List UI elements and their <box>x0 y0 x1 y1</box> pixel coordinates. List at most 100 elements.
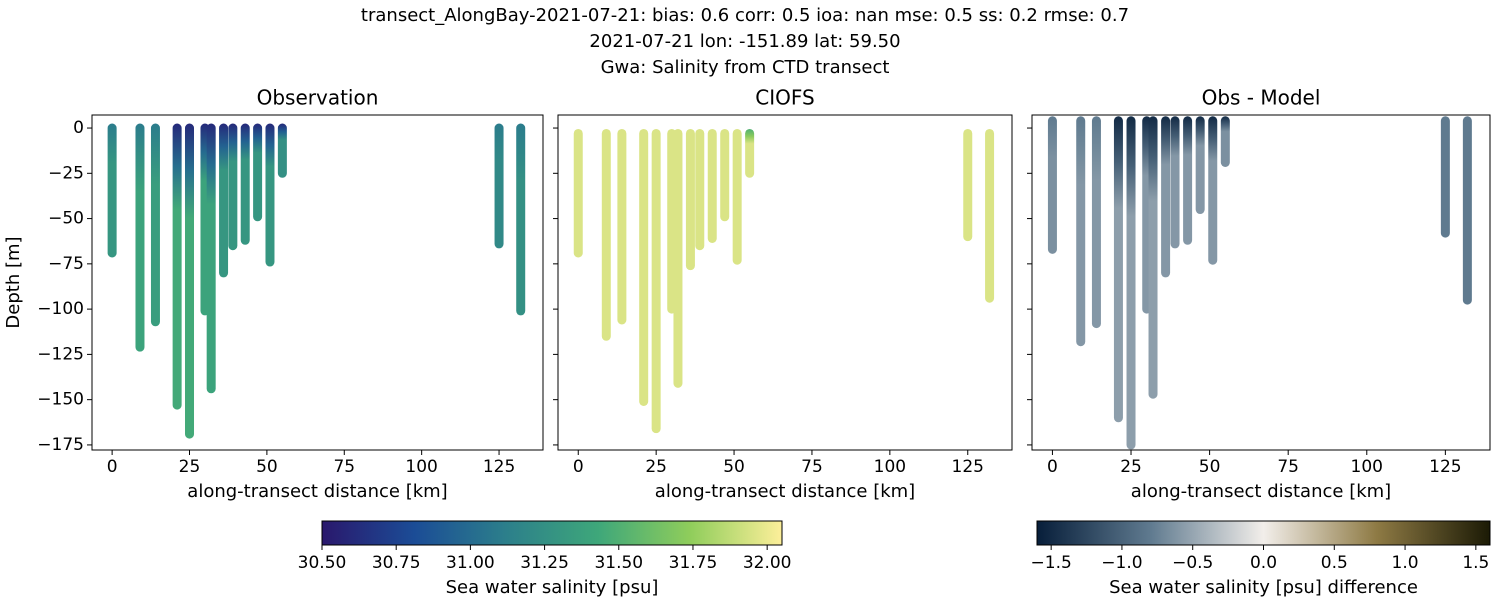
cast <box>695 128 705 251</box>
cast <box>107 123 117 258</box>
colorbar-tick-label: 32.00 <box>743 553 792 573</box>
colorbar-tick-label: 30.75 <box>372 553 421 573</box>
x-tick-label: 25 <box>179 457 201 477</box>
x-tick-label: 100 <box>1351 457 1383 477</box>
suptitle: Gwa: Salinity from CTD transect <box>601 57 890 78</box>
panel-title: Obs - Model <box>1202 86 1321 110</box>
cast <box>985 128 995 303</box>
colorbar-tick-label: 31.75 <box>669 553 718 573</box>
axes-frame <box>557 114 1013 451</box>
x-tick-label: 100 <box>405 457 437 477</box>
cast <box>745 128 755 178</box>
cast <box>1208 116 1218 265</box>
colorbar-tick-label: 1.0 <box>1392 553 1419 573</box>
cast <box>219 123 229 278</box>
x-tick-label: 25 <box>645 457 667 477</box>
colorbar-tick-label: 30.50 <box>298 553 347 573</box>
cast <box>720 128 730 222</box>
x-tick-label: 50 <box>1199 457 1221 477</box>
cast <box>240 123 250 245</box>
colorbar-tick-label: 0.0 <box>1250 553 1277 573</box>
colorbar-tick-label: 1.5 <box>1462 553 1489 573</box>
cast <box>963 128 973 242</box>
x-tick-label: 75 <box>333 457 355 477</box>
y-tick-label: −125 <box>37 344 84 364</box>
cast <box>185 123 195 439</box>
colorbar-label: Sea water salinity [psu] difference <box>1109 577 1418 598</box>
y-tick-label: −75 <box>48 254 84 274</box>
cast <box>265 123 275 267</box>
cast <box>1091 116 1101 329</box>
x-tick-label: 125 <box>483 457 515 477</box>
x-axis-label: along-transect distance [km] <box>655 481 915 502</box>
cast <box>617 128 627 325</box>
panel-title: Observation <box>257 86 379 110</box>
cast <box>1220 116 1230 167</box>
colorbar-label: Sea water salinity [psu] <box>446 577 659 598</box>
y-axis-label: Depth [m] <box>3 236 24 328</box>
x-axis-label: along-transect distance [km] <box>1131 481 1391 502</box>
y-tick-label: −25 <box>48 163 84 183</box>
x-tick-label: 50 <box>723 457 745 477</box>
cast <box>707 128 717 243</box>
cast <box>494 123 504 249</box>
panel-title: CIOFS <box>755 86 814 110</box>
cast <box>732 128 742 265</box>
colorbar-tick-label: −0.5 <box>1172 553 1213 573</box>
colorbar <box>1036 520 1491 546</box>
colorbar-tick-label: −1.5 <box>1031 553 1072 573</box>
cast <box>1440 116 1450 238</box>
suptitle: 2021-07-21 lon: -151.89 lat: 59.50 <box>589 31 900 52</box>
colorbar-tick-label: 31.00 <box>446 553 495 573</box>
cast <box>277 123 287 178</box>
cast <box>135 123 145 352</box>
cast <box>206 123 216 394</box>
cast <box>228 123 238 251</box>
x-tick-label: 50 <box>256 457 278 477</box>
x-tick-label: 100 <box>874 457 906 477</box>
x-tick-label: 125 <box>1429 457 1461 477</box>
cast <box>639 128 649 406</box>
cast <box>1170 116 1180 249</box>
y-tick-label: −175 <box>37 435 84 455</box>
cast <box>1076 116 1086 347</box>
x-axis-label: along-transect distance [km] <box>187 481 447 502</box>
y-tick-label: −50 <box>48 209 84 229</box>
y-tick-label: −150 <box>37 390 84 410</box>
colorbar-tick-label: 0.5 <box>1321 553 1348 573</box>
x-tick-label: 0 <box>107 457 118 477</box>
suptitle: transect_AlongBay-2021-07-21: bias: 0.6 … <box>361 5 1129 26</box>
cast <box>1113 116 1123 423</box>
cast <box>673 128 683 388</box>
colorbar-tick-label: 31.50 <box>594 553 643 573</box>
x-tick-label: 0 <box>573 457 584 477</box>
x-tick-label: 75 <box>1277 457 1299 477</box>
x-tick-label: 75 <box>801 457 823 477</box>
axes-frame <box>91 114 544 451</box>
x-tick-label: 0 <box>1047 457 1058 477</box>
cast <box>573 128 583 258</box>
cast <box>172 123 182 410</box>
cast <box>1183 116 1193 245</box>
y-tick-label: −100 <box>37 299 84 319</box>
colorbar-tick-label: 31.25 <box>520 553 569 573</box>
x-tick-label: 25 <box>1120 457 1142 477</box>
cast <box>1161 116 1171 278</box>
colorbar-tick-label: −1.0 <box>1101 553 1142 573</box>
cast <box>1126 116 1136 450</box>
axes-frame <box>1031 114 1491 451</box>
cast <box>1148 116 1158 399</box>
cast <box>1462 116 1472 305</box>
colorbar <box>321 520 783 546</box>
cast <box>516 123 526 316</box>
cast <box>651 128 661 434</box>
cast <box>1047 116 1057 254</box>
cast <box>150 123 160 327</box>
cast <box>1195 116 1205 215</box>
cast <box>253 123 263 222</box>
x-tick-label: 125 <box>952 457 984 477</box>
cast <box>601 128 611 341</box>
cast <box>685 128 695 271</box>
